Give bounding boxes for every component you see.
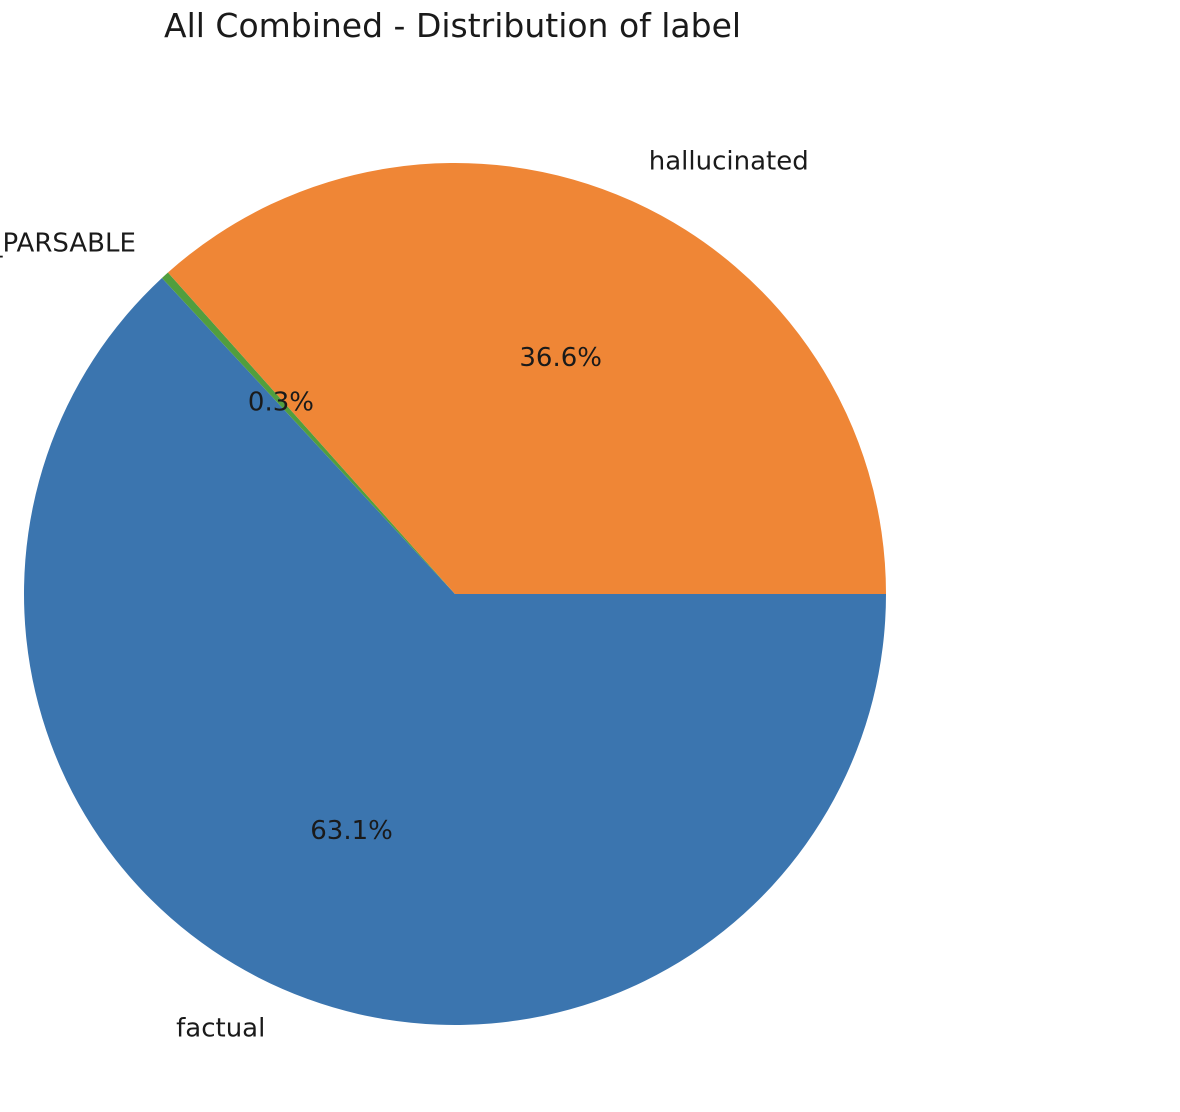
slice-pct-hallucinated: 36.6% [519,343,602,373]
pie-slice-factual [23,277,887,1026]
chart-title: All Combined - Distribution of label [164,6,742,45]
slice-label-hallucinated: hallucinated [649,146,809,176]
pie-slice-not-parsable [161,272,455,594]
slice-label-not-parsable: NOT_PARSABLE [0,228,136,258]
slice-pct-factual: 63.1% [310,816,393,846]
slice-pct-not-parsable: 0.3% [248,388,314,418]
slice-label-factual: factual [176,1014,265,1044]
pie-slice-hallucinated [167,162,887,594]
